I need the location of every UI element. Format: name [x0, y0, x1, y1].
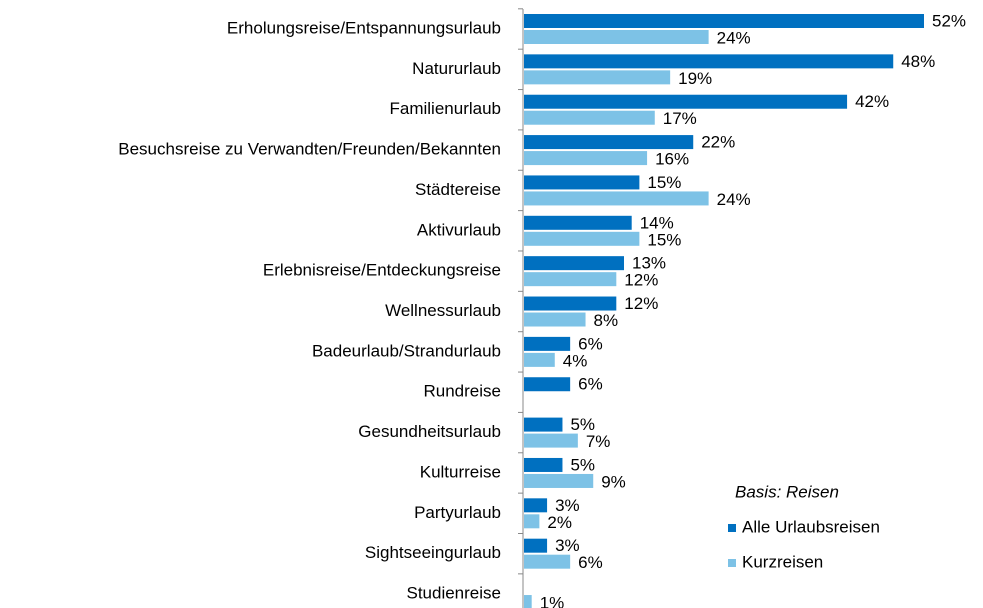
category-label: Studienreise [406, 584, 501, 603]
bar [524, 110, 655, 125]
value-label: 17% [663, 109, 697, 128]
value-label: 6% [578, 334, 603, 353]
category-label: Badeurlaub/Strandurlaub [312, 341, 501, 360]
value-label: 15% [647, 173, 681, 192]
value-label: 7% [586, 432, 611, 451]
value-label: 12% [624, 271, 658, 290]
bar [524, 191, 709, 206]
bar [524, 135, 694, 150]
bar [524, 70, 671, 85]
value-label: 42% [855, 92, 889, 111]
value-label: 48% [901, 52, 935, 71]
bar [524, 514, 540, 529]
bar [524, 256, 624, 271]
bar [524, 175, 640, 190]
category-label: Natururlaub [412, 59, 501, 78]
category-label: Erlebnisreise/Entdeckungsreise [263, 261, 501, 280]
category-label: Kulturreise [420, 462, 501, 481]
bar [524, 417, 563, 432]
value-label: 16% [655, 150, 689, 169]
bar [524, 554, 571, 569]
value-label: 12% [624, 294, 658, 313]
bar [524, 296, 617, 311]
bar [524, 30, 709, 44]
value-label: 24% [717, 28, 751, 47]
bar [524, 312, 586, 327]
legend-title: Basis: Reisen [735, 482, 839, 501]
value-label: 15% [647, 230, 681, 249]
category-label: Rundreise [424, 382, 502, 401]
value-label: 8% [594, 311, 619, 330]
bar [524, 231, 640, 246]
bar [524, 272, 617, 287]
bar [524, 14, 924, 28]
value-label: 3% [555, 496, 580, 515]
category-label: Aktivurlaub [417, 220, 501, 239]
value-label: 14% [640, 213, 674, 232]
value-label: 9% [601, 472, 626, 491]
bar [524, 54, 894, 69]
value-label: 52% [932, 11, 966, 30]
legend-swatch [728, 524, 736, 532]
bar [524, 215, 632, 230]
legend-label: Alle Urlaubsreisen [742, 517, 880, 536]
value-label: 6% [578, 375, 603, 394]
bar [524, 336, 571, 351]
bar [524, 352, 555, 367]
category-label: Besuchsreise zu Verwandten/Freunden/Beka… [118, 140, 501, 159]
value-label: 24% [717, 190, 751, 209]
bar [524, 457, 563, 472]
value-label: 5% [570, 455, 595, 474]
bar [524, 498, 548, 513]
bar [524, 595, 532, 608]
value-label: 6% [578, 553, 603, 572]
category-label: Familienurlaub [390, 99, 502, 118]
bar [524, 433, 578, 448]
category-label: Städtereise [415, 180, 501, 199]
value-label: 19% [678, 69, 712, 88]
value-label: 4% [563, 351, 588, 370]
legend-label: Kurzreisen [742, 552, 823, 571]
category-label: Wellnessurlaub [385, 301, 501, 320]
bar [524, 538, 548, 553]
bar [524, 151, 648, 166]
category-label: Erholungsreise/Entspannungsurlaub [227, 18, 501, 37]
category-label: Partyurlaub [414, 503, 501, 522]
category-label: Gesundheitsurlaub [358, 422, 501, 441]
bar [524, 473, 594, 488]
bar [524, 94, 848, 109]
value-label: 13% [632, 254, 666, 273]
value-label: 1% [540, 594, 565, 608]
bar [524, 377, 571, 392]
value-label: 2% [547, 513, 572, 532]
value-label: 5% [570, 415, 595, 434]
value-label: 3% [555, 536, 580, 555]
category-label: Sightseeingurlaub [365, 543, 501, 562]
legend-swatch [728, 559, 736, 567]
value-label: 22% [701, 133, 735, 152]
